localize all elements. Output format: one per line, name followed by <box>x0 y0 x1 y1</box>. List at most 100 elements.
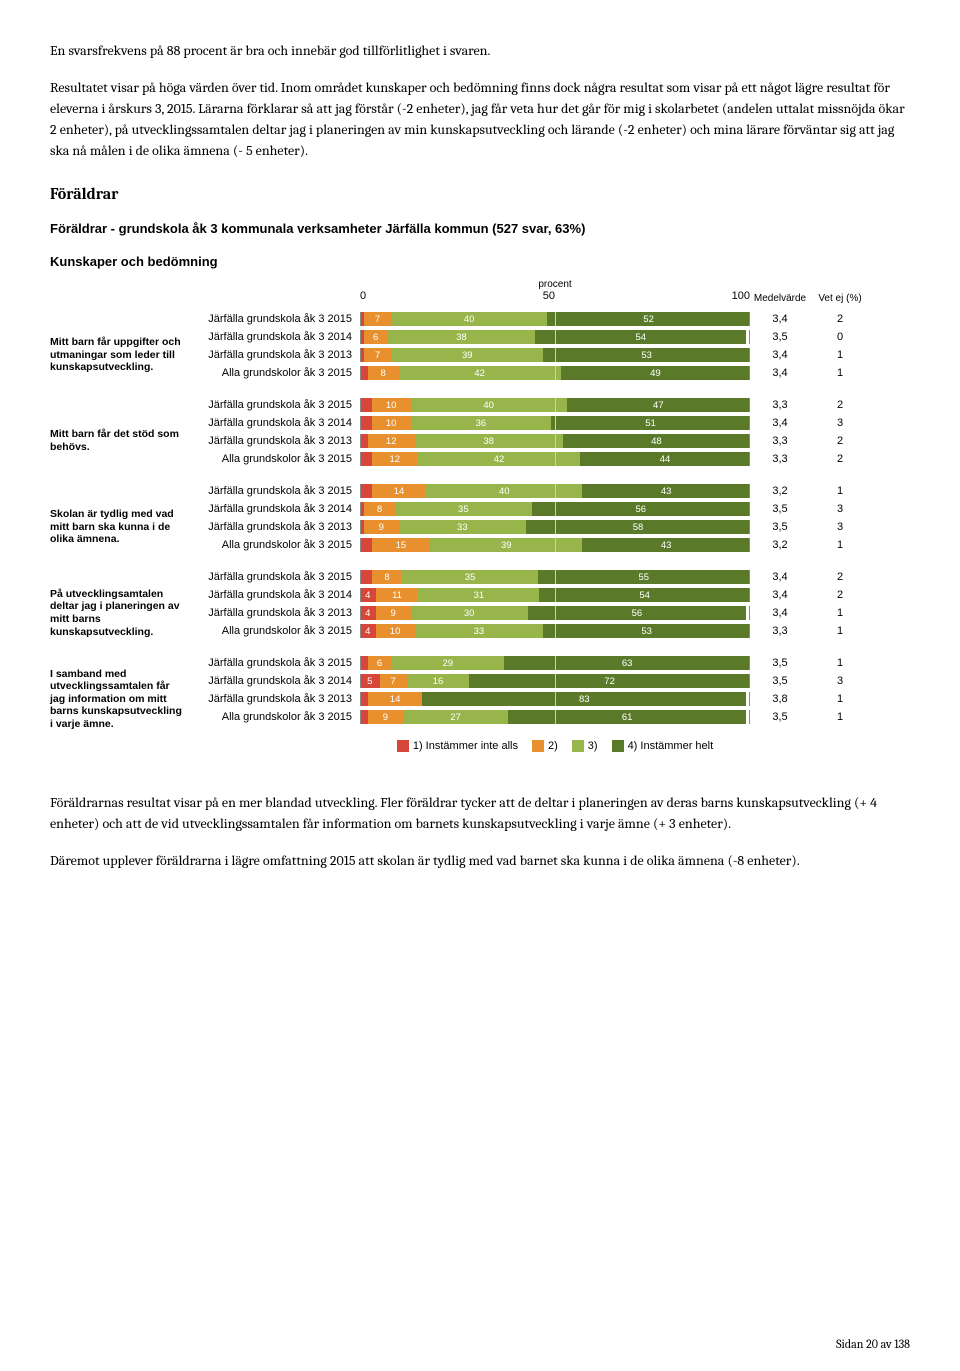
intro-paragraph-1: En svarsfrekvens på 88 procent är bra oc… <box>50 40 910 61</box>
mean-value: 3,4 <box>750 349 810 361</box>
stacked-bar: 153943 <box>360 538 750 552</box>
row-label: Järfälla grundskola åk 3 2014 <box>190 504 360 515</box>
page-footer: Sidan 20 av 138 <box>836 1337 910 1351</box>
stacked-bar: 144043 <box>360 484 750 498</box>
mean-value: 3,2 <box>750 539 810 551</box>
mean-value: 3,4 <box>750 589 810 601</box>
mean-value: 3,3 <box>750 399 810 411</box>
row-label: Alla grundskolor åk 3 2015 <box>190 368 360 379</box>
row-label: Järfälla grundskola åk 3 2015 <box>190 314 360 325</box>
bar-segment: 12 <box>372 452 418 466</box>
bar-segment: 40 <box>391 312 547 326</box>
bar-segment: 63 <box>504 656 750 670</box>
row-label: Järfälla grundskola åk 3 2013 <box>190 522 360 533</box>
legend-box-1 <box>397 740 409 752</box>
question-group: På utvecklingsamtalen deltar jag i plane… <box>50 568 910 640</box>
bar-segment: 10 <box>372 398 411 412</box>
bar-segment: 38 <box>415 434 563 448</box>
dont-know-pct: 1 <box>810 711 870 723</box>
question-label: Mitt barn får uppgifter och utmaningar s… <box>50 319 190 391</box>
bar-segment <box>360 692 368 706</box>
dont-know-pct: 1 <box>810 693 870 705</box>
dont-know-pct: 2 <box>810 589 870 601</box>
row-label: Järfälla grundskola åk 3 2015 <box>190 486 360 497</box>
vj-header: Vet ej (%) <box>810 293 870 304</box>
bar-segment: 15 <box>372 538 431 552</box>
bar-segment: 44 <box>580 452 750 466</box>
dont-know-pct: 1 <box>810 625 870 637</box>
bar-segment: 35 <box>402 570 537 584</box>
row-label: Alla grundskolor åk 3 2015 <box>190 626 360 637</box>
mean-value: 3,4 <box>750 417 810 429</box>
mean-value: 3,5 <box>750 711 810 723</box>
bar-segment: 43 <box>582 538 750 552</box>
bar-segment: 4 <box>360 624 376 638</box>
legend-box-2 <box>532 740 544 752</box>
dont-know-pct: 3 <box>810 521 870 533</box>
row-label: Alla grundskolor åk 3 2015 <box>190 712 360 723</box>
bar-segment: 48 <box>563 434 750 448</box>
row-label: Järfälla grundskola åk 3 2014 <box>190 676 360 687</box>
bar-segment: 9 <box>364 520 399 534</box>
stacked-bar: 92761 <box>360 710 750 724</box>
dont-know-pct: 2 <box>810 399 870 411</box>
row-label: Järfälla grundskola åk 3 2013 <box>190 436 360 447</box>
axis-tick-50: 50 <box>543 290 555 302</box>
axis-tick-0: 0 <box>360 290 366 302</box>
stacked-bar: 83555 <box>360 570 750 584</box>
question-group: Mitt barn får det stöd som behövs.Järfäl… <box>50 396 910 468</box>
bar-row: I samband med utvecklingssamtalen får ja… <box>50 654 910 672</box>
stacked-bar: 104047 <box>360 398 750 412</box>
bar-segment <box>360 538 372 552</box>
legend-box-4 <box>612 740 624 752</box>
bar-segment <box>360 416 372 430</box>
bar-segment: 16 <box>407 674 469 688</box>
bar-segment: 7 <box>364 312 391 326</box>
dont-know-pct: 1 <box>810 485 870 497</box>
stacked-bar: 84249 <box>360 366 750 380</box>
dont-know-pct: 3 <box>810 675 870 687</box>
bar-segment: 6 <box>364 330 387 344</box>
bar-segment: 43 <box>582 484 750 498</box>
mean-value: 3,5 <box>750 521 810 533</box>
bar-segment: 56 <box>532 502 750 516</box>
bar-segment <box>360 398 372 412</box>
bar-segment <box>360 434 368 448</box>
bar-segment: 40 <box>426 484 582 498</box>
bar-segment: 33 <box>415 624 544 638</box>
bar-segment: 40 <box>411 398 567 412</box>
bar-segment: 10 <box>376 624 415 638</box>
question-label: Mitt barn får det stöd som behövs. <box>50 405 190 477</box>
row-label: Järfälla grundskola åk 3 2014 <box>190 332 360 343</box>
bar-segment: 5 <box>360 674 380 688</box>
bar-segment: 30 <box>411 606 528 620</box>
legend-label-4: 4) Instämmer helt <box>628 740 714 752</box>
question-group: Mitt barn får uppgifter och utmaningar s… <box>50 310 910 382</box>
bar-row: Mitt barn får det stöd som behövs.Järfäl… <box>50 396 910 414</box>
bar-segment: 31 <box>418 588 539 602</box>
bar-segment: 35 <box>395 502 532 516</box>
mean-value: 3,3 <box>750 453 810 465</box>
mean-value: 3,8 <box>750 693 810 705</box>
row-label: Alla grundskolor åk 3 2015 <box>190 454 360 465</box>
row-label: Järfälla grundskola åk 3 2013 <box>190 608 360 619</box>
dont-know-pct: 2 <box>810 571 870 583</box>
legend-label-3: 3) <box>588 740 598 752</box>
bar-segment: 7 <box>364 348 391 362</box>
section-heading: Föräldrar <box>50 185 910 203</box>
row-label: Järfälla grundskola åk 3 2014 <box>190 590 360 601</box>
dont-know-pct: 1 <box>810 657 870 669</box>
legend-box-3 <box>572 740 584 752</box>
bar-segment <box>360 366 368 380</box>
row-label: Järfälla grundskola åk 3 2013 <box>190 694 360 705</box>
bar-segment: 39 <box>430 538 582 552</box>
bar-segment: 53 <box>543 624 750 638</box>
mean-value: 3,4 <box>750 313 810 325</box>
bar-segment: 55 <box>538 570 750 584</box>
stacked-bar: 62963 <box>360 656 750 670</box>
chart-container: Föräldrar - grundskola åk 3 kommunala ve… <box>50 221 910 752</box>
axis-tick-100: 100 <box>732 290 750 302</box>
stacked-bar: 493056 <box>360 606 750 620</box>
question-label: I samband med utvecklingssamtalen får ja… <box>50 663 190 735</box>
stacked-bar: 83556 <box>360 502 750 516</box>
